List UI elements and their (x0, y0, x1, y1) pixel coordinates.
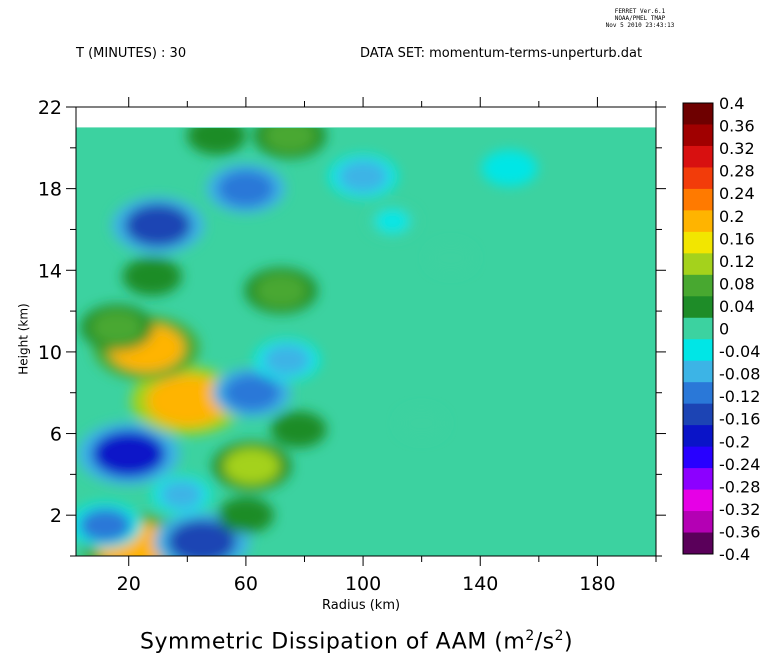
plot-frame (75, 106, 657, 557)
heatmap-cell (195, 128, 238, 150)
colorbar-swatch (683, 167, 713, 190)
heatmap-cell (160, 480, 203, 509)
heatmap-cell (124, 204, 192, 247)
colorbar-swatch (683, 360, 713, 383)
colorbar-swatch (683, 403, 713, 426)
y-tick-label: 18 (38, 179, 62, 201)
colorbar-swatch (683, 489, 713, 512)
heatmap-cell (278, 415, 319, 443)
heatmap-cell (91, 430, 166, 478)
heatmap-cell (434, 246, 468, 270)
x-tick-label: 140 (462, 573, 498, 595)
colorbar-swatch (683, 145, 713, 168)
ferret-timestamp: Nov 5 2010 23:43:13 (605, 22, 675, 29)
colorbar-label: 0.08 (719, 274, 755, 293)
colorbar-label: -0.2 (719, 432, 750, 451)
title-sup1: 2 (525, 628, 535, 644)
heatmap-cell (223, 447, 281, 485)
chart-title: Symmetric Dissipation of AAM (m2/s2) (140, 628, 573, 654)
colorbar-label: 0.4 (719, 94, 744, 113)
heatmap-cell (217, 170, 275, 208)
heatmap-cell (146, 375, 228, 427)
heatmap-cell (130, 262, 174, 291)
colorbar-label: -0.24 (719, 455, 760, 474)
title-main: Symmetric Dissipation of AAM (m (140, 629, 526, 655)
colorbar-swatch (683, 124, 713, 147)
colorbar-label: 0.36 (719, 117, 755, 136)
x-axis-label: Radius (km) (322, 598, 401, 613)
colorbar-label: -0.12 (719, 387, 760, 406)
heatmap-features (76, 128, 538, 556)
colorbar-swatch (683, 425, 713, 448)
colorbar-label: 0.2 (719, 207, 744, 226)
colorbar-swatch (683, 103, 713, 125)
heatmap-cell (225, 501, 266, 529)
colorbar-swatch (683, 468, 713, 491)
y-tick-label: 2 (50, 505, 62, 527)
colorbar-label: 0.24 (719, 184, 755, 203)
colorbar-label: 0.12 (719, 252, 755, 271)
ferret-version-stamp: FERRET Ver.6.1 NOAA/PMEL TMAP Nov 5 2010… (600, 8, 680, 29)
colorbar-label: -0.28 (719, 477, 760, 496)
y-tick-label: 14 (38, 260, 62, 282)
ferret-org: NOAA/PMEL TMAP (614, 15, 666, 22)
colorbar-label: 0.32 (719, 139, 755, 158)
title-sup2: 2 (554, 628, 565, 644)
colorbar-label: -0.04 (719, 342, 760, 361)
y-tick-label: 6 (50, 424, 62, 446)
heatmap-cell (374, 209, 410, 234)
x-tick-label: 20 (117, 573, 141, 595)
colorbar-swatch (683, 511, 713, 534)
colorbar-swatch (683, 296, 713, 319)
ferret-version: FERRET Ver.6.1 (614, 8, 666, 15)
colorbar-swatch (683, 317, 713, 340)
colorbar-label: -0.08 (719, 365, 760, 384)
colorbar-swatch (683, 274, 713, 297)
heatmap-cell (255, 273, 308, 308)
heatmap-cell (79, 508, 132, 543)
heatmap-cell (489, 154, 530, 182)
colorbar-label: 0.28 (719, 162, 755, 181)
colorbar-swatch (683, 382, 713, 405)
colorbar-swatch (683, 231, 713, 254)
heatmap-cell (263, 344, 311, 376)
x-tick-label: 60 (234, 573, 258, 595)
colorbar-label: -0.16 (719, 410, 760, 429)
heatmap-cell (167, 519, 237, 556)
colorbar-label: -0.36 (719, 522, 760, 541)
colorbar-swatch (683, 446, 713, 469)
colorbar-swatch (683, 210, 713, 233)
colorbar-swatch (683, 253, 713, 276)
colorbar-swatch (683, 532, 713, 555)
colorbar-label: 0.16 (719, 229, 755, 248)
time-label: T (MINUTES) : 30 (76, 46, 187, 61)
colorbar-label: -0.32 (719, 500, 760, 519)
heatmap-cell (91, 310, 144, 345)
colorbar-label: 0.04 (719, 297, 755, 316)
y-axis-label: Height (km) (16, 303, 31, 375)
colorbar-frame (682, 102, 714, 555)
heatmap-cell (338, 160, 388, 193)
y-tick-label: 22 (38, 97, 62, 119)
x-tick-label: 100 (345, 573, 381, 595)
colorbar-swatch (683, 188, 713, 211)
colorbar-label: 0 (719, 320, 729, 339)
title-mid: /s (534, 629, 555, 655)
colorbar-label: -0.4 (719, 545, 750, 564)
heatmap-cell (223, 374, 281, 412)
y-tick-label: 10 (38, 342, 62, 364)
dataset-label: DATA SET: momentum-terms-unperturb.dat (360, 46, 643, 61)
x-tick-label: 180 (579, 573, 615, 595)
heatmap-cell (405, 411, 439, 435)
title-end: ) (564, 629, 574, 655)
colorbar-swatch (683, 339, 713, 362)
heatmap-cell (263, 128, 316, 153)
